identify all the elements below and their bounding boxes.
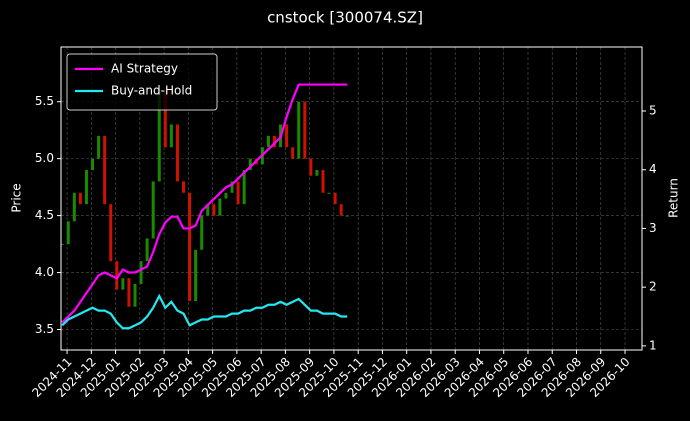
price-bar	[97, 135, 101, 159]
y2-axis-label: Return	[667, 178, 681, 218]
price-bar	[224, 192, 228, 199]
y-tick-label: 5.5	[35, 94, 54, 108]
price-bar	[236, 181, 240, 205]
price-bar	[321, 170, 325, 193]
price-bar	[212, 204, 216, 216]
price-bar	[66, 221, 70, 245]
y2-tick-label: 5	[649, 104, 657, 118]
price-bar	[109, 204, 113, 262]
series-line	[61, 293, 348, 330]
price-bar	[78, 192, 82, 205]
price-bar	[157, 90, 161, 182]
y2-tick-label: 3	[649, 221, 657, 235]
price-bar	[175, 124, 179, 182]
y-tick-label: 4.5	[35, 208, 54, 222]
price-bar	[188, 192, 192, 302]
price-bar	[91, 158, 95, 171]
y-axis-label: Price	[10, 183, 24, 212]
price-bar	[163, 90, 167, 148]
price-bar	[182, 181, 186, 193]
legend-label: AI Strategy	[111, 62, 178, 76]
price-bar	[133, 283, 137, 307]
price-bar	[309, 158, 313, 176]
y-tick-label: 4.0	[35, 265, 54, 279]
price-bar	[115, 261, 119, 290]
price-bar	[297, 101, 301, 159]
price-bar	[121, 278, 125, 290]
y2-tick-label: 1	[649, 338, 657, 352]
price-bar	[248, 158, 252, 171]
legend-box	[66, 53, 218, 111]
price-bar	[218, 198, 222, 216]
price-bar	[84, 170, 88, 205]
y-tick-label: 5.0	[35, 151, 54, 165]
price-bar	[169, 124, 173, 148]
series-line	[61, 83, 348, 324]
price-bar	[151, 181, 155, 239]
y-tick-label: 3.5	[35, 322, 54, 336]
price-bar	[272, 135, 276, 148]
legend-label: Buy-and-Hold	[111, 84, 192, 98]
price-bar	[139, 261, 143, 284]
price-bar	[103, 135, 107, 205]
price-bar	[339, 204, 343, 216]
price-bar	[291, 147, 295, 159]
price-bar	[60, 244, 64, 246]
price-bar	[206, 204, 210, 216]
price-bar	[145, 238, 149, 262]
price-bar	[127, 278, 131, 307]
plot-frame	[60, 46, 643, 351]
price-bar	[266, 135, 270, 148]
price-bar	[200, 215, 204, 250]
chart-title: cnstock [300074.SZ]	[267, 9, 423, 27]
price-bar	[194, 249, 198, 302]
price-bar	[327, 192, 331, 194]
price-bar	[242, 170, 246, 205]
y2-tick-label: 4	[649, 162, 657, 176]
price-bar	[303, 101, 307, 159]
price-bar	[230, 181, 234, 193]
price-bar	[72, 192, 76, 222]
price-bar	[315, 170, 319, 176]
price-bar	[345, 215, 349, 217]
price-bar	[333, 192, 337, 205]
price-bar	[285, 124, 289, 148]
y2-tick-label: 2	[649, 280, 657, 294]
